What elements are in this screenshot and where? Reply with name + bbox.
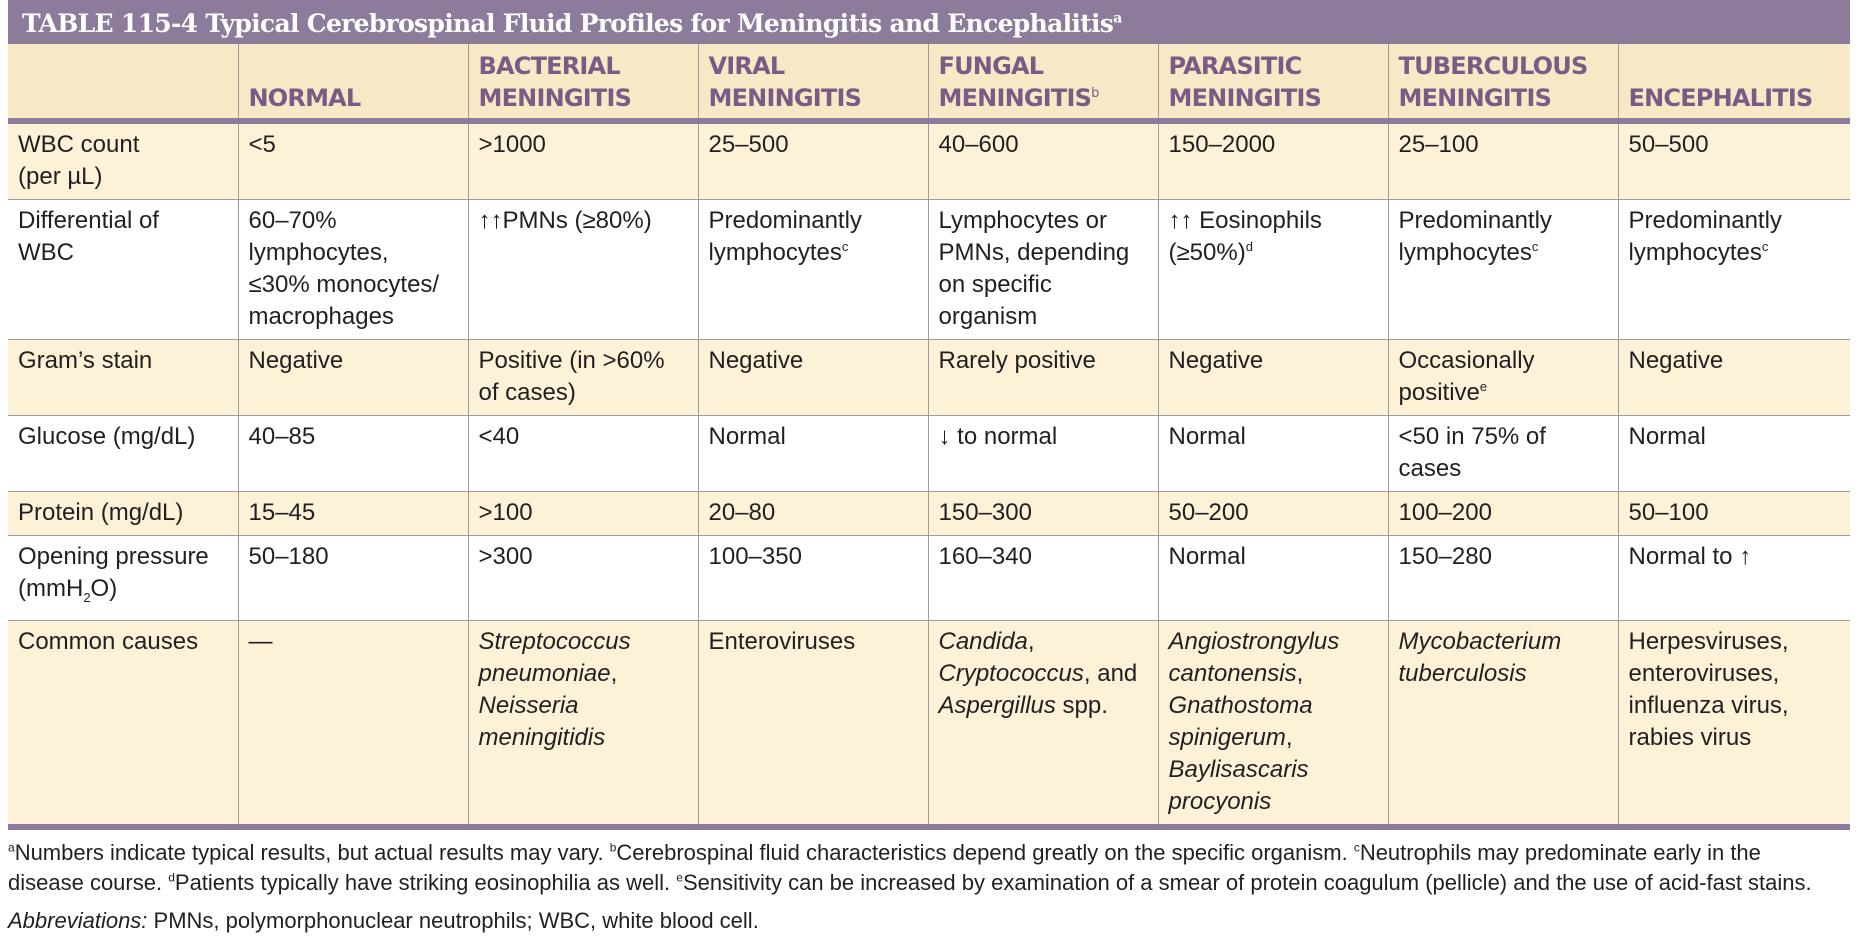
row-label: Common causes	[8, 620, 238, 830]
table-cell: 60–70% lymphocytes, ≤30% monocytes/macroph…	[237, 199, 468, 340]
table-row-protein: Protein (mg/dL) 15–45 >100 20–80 150–300…	[8, 491, 1850, 536]
table-cell: Predominantly lymphocytesc	[697, 199, 928, 340]
row-label: WBC count (per µL)	[8, 121, 238, 200]
table-cell: Negative	[1157, 339, 1388, 416]
footnote-mark: a	[1113, 10, 1122, 27]
table-cell: 100–200	[1387, 491, 1618, 536]
csf-profile-table: NORMAL BACTERIAL MENINGITIS VIRAL MENINGIT…	[8, 44, 1850, 830]
table-footnotes: aNumbers indicate typical results, but a…	[8, 839, 1812, 895]
table-cell: —	[237, 620, 468, 830]
table-cell: Negative	[1617, 339, 1850, 416]
table-cell: Lymphocytes or PMNs, depending on specific…	[927, 199, 1158, 340]
table-cell: Enteroviruses	[697, 620, 928, 830]
table-row-glucose: Glucose (mg/dL) 40–85 <40 Normal ↓ to no…	[8, 415, 1850, 492]
table-cell: ↑↑ Eosinophils (≥50%)d	[1157, 199, 1388, 340]
table-cell: Streptococcus pneumoniae, Neisseria meningi…	[467, 620, 698, 830]
header-normal: NORMAL	[237, 44, 468, 124]
table-row-opening-pressure: Opening pressure (mmH2O) 50–180 >300 100–…	[8, 535, 1850, 621]
row-label: Glucose (mg/dL)	[8, 415, 238, 492]
header-encephalitis: ENCEPHALITIS	[1617, 44, 1850, 124]
header-parasitic: PARASITIC MENINGITIS	[1157, 44, 1388, 124]
table-cell: 50–100	[1617, 491, 1850, 536]
table-cell: 150–2000	[1157, 121, 1388, 200]
table-cell: 160–340	[927, 535, 1158, 621]
table-row-common-causes: Common causes — Streptococcus pneumoniae,…	[8, 620, 1850, 830]
table-title: TABLE 115-4 Typical Cerebrospinal Fluid …	[8, 0, 1850, 44]
table-cell: <5	[237, 121, 468, 200]
header-empty	[8, 44, 238, 124]
table-cell: Normal	[697, 415, 928, 492]
table-cell: ↓ to normal	[927, 415, 1158, 492]
row-label: Differential of WBC	[8, 199, 238, 340]
table-cell: Normal	[1617, 415, 1850, 492]
header-viral: VIRAL MENINGITIS	[697, 44, 928, 124]
table-cell: 40–85	[237, 415, 468, 492]
row-label: Opening pressure (mmH2O)	[8, 535, 238, 621]
table-cell: ↑↑PMNs (≥80%)	[467, 199, 698, 340]
table-figure: TABLE 115-4 Typical Cerebrospinal Fluid …	[8, 0, 1850, 936]
table-cell: Predominantly lymphocytesc	[1387, 199, 1618, 340]
table-cell: 15–45	[237, 491, 468, 536]
header-fungal: FUNGAL MENINGITISb	[927, 44, 1158, 124]
header-bacterial: BACTERIAL MENINGITIS	[467, 44, 698, 124]
table-row-gram-stain: Gram’s stain Negative Positive (in >60% o…	[8, 339, 1850, 416]
table-cell: Herpesviruses, enteroviruses, influenza vi…	[1617, 620, 1850, 830]
table-cell: Occasionally positivee	[1387, 339, 1618, 416]
table-cell: >300	[467, 535, 698, 621]
table-cell: Rarely positive	[927, 339, 1158, 416]
table-cell: <40	[467, 415, 698, 492]
table-cell: 25–500	[697, 121, 928, 200]
table-cell: >1000	[467, 121, 698, 200]
table-cell: >100	[467, 491, 698, 536]
table-cell: Mycobacterium tuberculosis	[1387, 620, 1618, 830]
header-row: NORMAL BACTERIAL MENINGITIS VIRAL MENINGIT…	[8, 44, 1850, 124]
table-cell: 50–180	[237, 535, 468, 621]
table-cell: 50–200	[1157, 491, 1388, 536]
table-cell: 150–280	[1387, 535, 1618, 621]
table-cell: <50 in 75% of cases	[1387, 415, 1618, 492]
table-cell: Normal	[1157, 535, 1388, 621]
table-cell: Normal to ↑	[1617, 535, 1850, 621]
table-cell: Negative	[697, 339, 928, 416]
table-cell: 40–600	[927, 121, 1158, 200]
abbreviations-note: Abbreviations: PMNs, polymorphonuclear n…	[8, 907, 759, 933]
row-label: Gram’s stain	[8, 339, 238, 416]
table-row-differential: Differential of WBC 60–70% lymphocytes, ≤30…	[8, 199, 1850, 340]
table-cell: 150–300	[927, 491, 1158, 536]
table-cell: 20–80	[697, 491, 928, 536]
table-title-text: TABLE 115-4 Typical Cerebrospinal Fluid …	[22, 9, 1114, 38]
row-label: Protein (mg/dL)	[8, 491, 238, 536]
table-cell: 50–500	[1617, 121, 1850, 200]
table-cell: 25–100	[1387, 121, 1618, 200]
table-cell: Predominantly lymphocytesc	[1617, 199, 1850, 340]
table-cell: Negative	[237, 339, 468, 416]
header-tuberculous: TUBERCULOUS MENINGITIS	[1387, 44, 1618, 124]
table-cell: Candida, Cryptococcus, and Aspergillus spp…	[927, 620, 1158, 830]
table-cell: Positive (in >60% of cases)	[467, 339, 698, 416]
table-row-wbc-count: WBC count (per µL) <5 >1000 25–500 40–600…	[8, 121, 1850, 200]
table-cell: 100–350	[697, 535, 928, 621]
table-cell: Angiostrongylus cantonensis, Gnathostoma sp…	[1157, 620, 1388, 830]
table-cell: Normal	[1157, 415, 1388, 492]
